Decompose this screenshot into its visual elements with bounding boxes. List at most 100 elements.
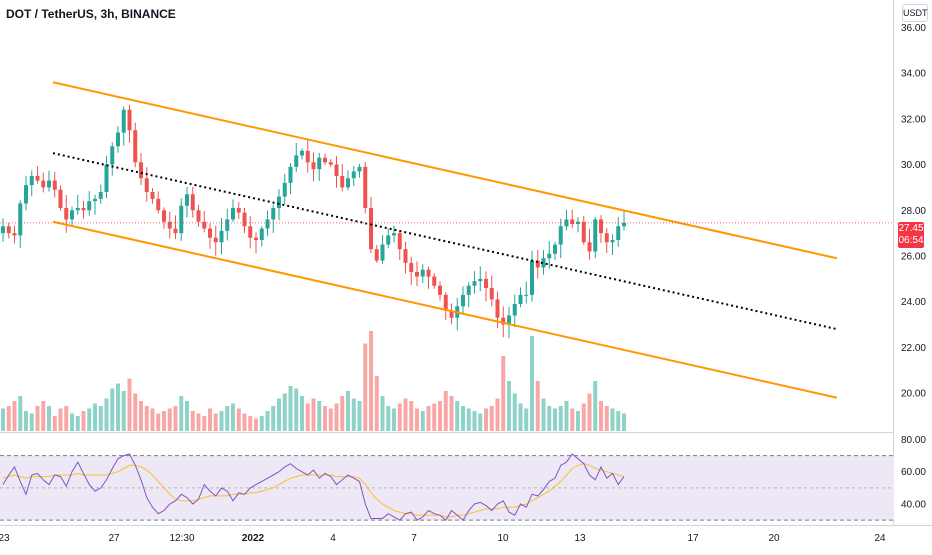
volume-bar <box>271 406 276 431</box>
volume-bar <box>98 406 103 431</box>
candle-body <box>1 226 5 234</box>
volume-bar <box>461 406 465 431</box>
channel-drawing[interactable] <box>52 81 838 399</box>
volume-bar <box>116 383 120 431</box>
volume-bar <box>570 408 575 431</box>
candle-body <box>29 176 34 186</box>
candle-body <box>604 233 609 243</box>
candle-body <box>133 130 138 163</box>
candle-body <box>156 198 161 211</box>
candle-body <box>311 162 316 170</box>
volume-bar <box>489 406 494 431</box>
candle-body <box>300 150 304 156</box>
volume-bar <box>369 331 373 431</box>
channel-upper-line <box>52 81 838 260</box>
volume-bar <box>415 408 419 431</box>
candle-body <box>179 205 184 234</box>
candle-body <box>75 208 80 211</box>
volume-bar <box>518 403 523 431</box>
volume-bar <box>604 406 609 431</box>
volume-bar <box>300 396 304 431</box>
volume-bar <box>104 398 109 431</box>
candle-body <box>334 164 339 176</box>
candle-body <box>420 269 425 277</box>
price-tick-label: 36.00 <box>901 23 926 34</box>
volume-bar <box>478 413 483 431</box>
volume-bar <box>41 401 46 431</box>
volume-bar <box>139 401 143 431</box>
candle-body <box>547 253 552 259</box>
candle-body <box>259 228 264 240</box>
candle-body <box>116 132 120 147</box>
volume-bars <box>1 331 626 431</box>
volume-bar <box>524 408 529 431</box>
price-tick-label: 34.00 <box>901 69 926 80</box>
candle-body <box>403 249 408 263</box>
candle-body <box>558 226 563 245</box>
candle-body <box>242 212 247 227</box>
time-tick-label: 4 <box>330 533 336 544</box>
volume-bar <box>18 396 23 431</box>
rsi-axis[interactable]: 80.00 60.00 40.00 <box>901 435 926 511</box>
candle-body <box>213 237 218 243</box>
candle-body <box>110 146 115 165</box>
candle-body <box>449 310 454 318</box>
candle-body <box>478 278 483 282</box>
volume-bar <box>610 408 615 431</box>
time-axis[interactable]: 23 27 12:30 2022 4 7 10 13 17 20 24 <box>0 533 886 544</box>
candle-body <box>346 178 350 188</box>
volume-bar <box>12 401 17 431</box>
volume-bar <box>501 356 506 431</box>
volume-bar <box>455 401 460 431</box>
last-price-tag: 27.45 06:54 <box>898 222 924 248</box>
candles <box>1 104 626 339</box>
volume-bar <box>185 401 189 431</box>
candle-body <box>144 178 149 192</box>
volume-bar <box>547 406 552 431</box>
candle-body <box>87 201 92 211</box>
time-tick-label: 12:30 <box>169 533 194 544</box>
price-axis[interactable]: 36.00 34.00 32.00 30.00 28.00 26.00 24.00 22.00… <box>901 23 926 400</box>
volume-bar <box>392 408 396 431</box>
candle-body <box>47 180 51 188</box>
time-tick-label: 2022 <box>242 533 265 544</box>
candle-body <box>277 196 281 208</box>
candle-body <box>294 155 299 167</box>
volume-bar <box>213 413 218 431</box>
volume-bar <box>24 411 28 431</box>
volume-bar <box>47 406 51 431</box>
candle-body <box>535 260 540 268</box>
currency-badge[interactable]: USDT <box>902 4 928 22</box>
candle-body <box>323 157 327 163</box>
candle-body <box>587 242 592 252</box>
volume-bar <box>512 393 517 431</box>
candle-body <box>219 230 224 243</box>
volume-bar <box>1 408 5 431</box>
volume-bar <box>484 408 488 431</box>
volume-bar <box>397 403 402 431</box>
candle-body <box>18 203 23 236</box>
rsi-indicator <box>2 453 625 521</box>
candle-body <box>173 228 178 234</box>
candle-body <box>81 208 86 211</box>
volume-bar <box>190 411 195 431</box>
candle-body <box>139 162 143 179</box>
candle-body <box>415 272 419 277</box>
candle-body <box>622 222 626 227</box>
candle-body <box>374 249 379 261</box>
volume-bar <box>110 388 115 431</box>
candle-body <box>305 150 310 163</box>
volume-bar <box>357 401 362 431</box>
candle-body <box>340 176 345 188</box>
candle-body <box>369 208 373 250</box>
candle-body <box>593 219 598 252</box>
volume-bar <box>507 381 511 431</box>
channel-mid-line <box>52 152 838 331</box>
candle-body <box>41 180 46 188</box>
volume-bar <box>472 411 477 431</box>
price-tick-label: 24.00 <box>901 297 926 308</box>
volume-bar <box>386 406 391 431</box>
volume-bar <box>334 403 339 431</box>
last-price-value: 27.45 <box>898 223 924 234</box>
channel-lower-line <box>52 220 838 399</box>
